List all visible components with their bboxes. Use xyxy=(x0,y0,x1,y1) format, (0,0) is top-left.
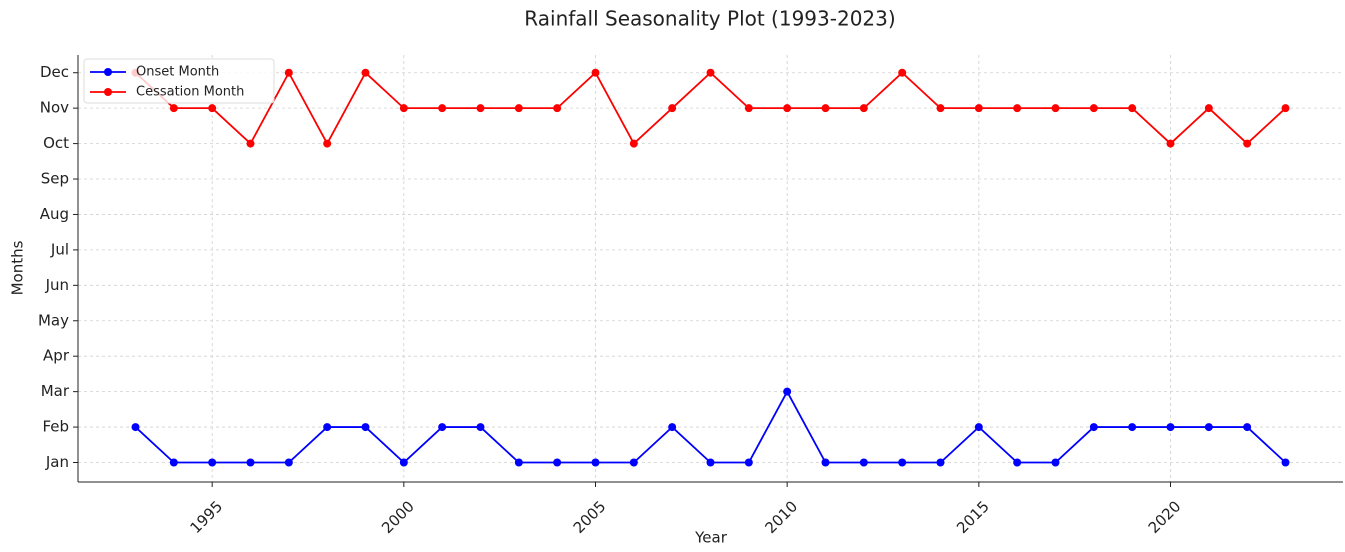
legend-box xyxy=(83,58,275,104)
data-point xyxy=(974,423,983,432)
y-tick-label: Oct xyxy=(43,134,69,152)
legend-label: Onset Month xyxy=(136,65,219,80)
data-point xyxy=(208,104,217,113)
data-point xyxy=(1051,104,1060,113)
data-point xyxy=(898,68,907,77)
data-point xyxy=(629,458,638,467)
data-point xyxy=(1204,104,1213,113)
x-tick-label: 2010 xyxy=(761,497,801,537)
data-point xyxy=(1089,104,1098,113)
data-point xyxy=(476,423,485,432)
data-point xyxy=(1013,104,1022,113)
data-point xyxy=(1013,458,1022,467)
data-point xyxy=(169,104,178,113)
data-point xyxy=(1166,139,1175,148)
x-tick-label: 2015 xyxy=(953,497,993,537)
x-tick-label: 2020 xyxy=(1145,497,1185,537)
data-point xyxy=(323,139,332,148)
data-point xyxy=(438,104,447,113)
data-point xyxy=(706,68,715,77)
data-point xyxy=(859,458,868,467)
y-tick-label: Nov xyxy=(40,99,69,117)
y-tick-label: Mar xyxy=(41,382,70,400)
data-point xyxy=(744,458,753,467)
data-point xyxy=(1243,139,1252,148)
data-point xyxy=(591,68,600,77)
data-point xyxy=(936,104,945,113)
data-point xyxy=(1166,423,1175,432)
data-point xyxy=(706,458,715,467)
data-point xyxy=(553,458,562,467)
data-point xyxy=(208,458,217,467)
x-tick-label: 2005 xyxy=(570,497,610,537)
data-point xyxy=(783,104,792,113)
y-tick-label: Jan xyxy=(45,453,69,471)
data-point xyxy=(438,423,447,432)
y-tick-label: Jun xyxy=(45,276,69,294)
data-point xyxy=(399,458,408,467)
data-point xyxy=(821,104,830,113)
data-point xyxy=(668,104,677,113)
data-point xyxy=(744,104,753,113)
y-tick-label: May xyxy=(38,311,69,329)
data-point xyxy=(1281,458,1290,467)
legend-marker xyxy=(104,68,112,76)
y-tick-label: Feb xyxy=(42,418,69,436)
x-axis-label: Year xyxy=(694,529,728,547)
data-point xyxy=(859,104,868,113)
data-point xyxy=(246,458,255,467)
legend: Onset Month Cessation Month xyxy=(83,58,275,104)
data-point xyxy=(131,423,140,432)
data-point xyxy=(514,104,523,113)
data-point xyxy=(1128,423,1137,432)
data-point xyxy=(169,458,178,467)
data-point xyxy=(361,423,370,432)
y-tick-label: Dec xyxy=(40,63,69,81)
data-point xyxy=(1281,104,1290,113)
data-point xyxy=(476,104,485,113)
data-point xyxy=(553,104,562,113)
data-point xyxy=(783,387,792,396)
data-point xyxy=(668,423,677,432)
data-point xyxy=(399,104,408,113)
y-tick-label: Sep xyxy=(41,170,69,188)
data-point xyxy=(1204,423,1213,432)
data-point xyxy=(974,104,983,113)
data-point xyxy=(514,458,523,467)
data-point xyxy=(323,423,332,432)
data-point xyxy=(821,458,830,467)
data-point xyxy=(591,458,600,467)
y-axis-label: Months xyxy=(9,240,27,295)
data-point xyxy=(361,68,370,77)
data-point xyxy=(1051,458,1060,467)
data-point xyxy=(246,139,255,148)
data-point xyxy=(936,458,945,467)
data-point xyxy=(629,139,638,148)
chart-title: Rainfall Seasonality Plot (1993-2023) xyxy=(524,7,895,31)
y-tick-label: Jul xyxy=(50,240,69,258)
data-point xyxy=(284,68,293,77)
data-point xyxy=(1128,104,1137,113)
data-point xyxy=(898,458,907,467)
y-tick-label: Apr xyxy=(43,347,70,365)
legend-label: Cessation Month xyxy=(136,85,244,100)
x-tick-label: 2000 xyxy=(378,497,418,537)
data-point xyxy=(1243,423,1252,432)
y-tick-label: Aug xyxy=(40,205,69,223)
data-point xyxy=(284,458,293,467)
legend-marker xyxy=(104,88,112,96)
data-point xyxy=(1089,423,1098,432)
x-tick-label: 1995 xyxy=(186,497,226,537)
